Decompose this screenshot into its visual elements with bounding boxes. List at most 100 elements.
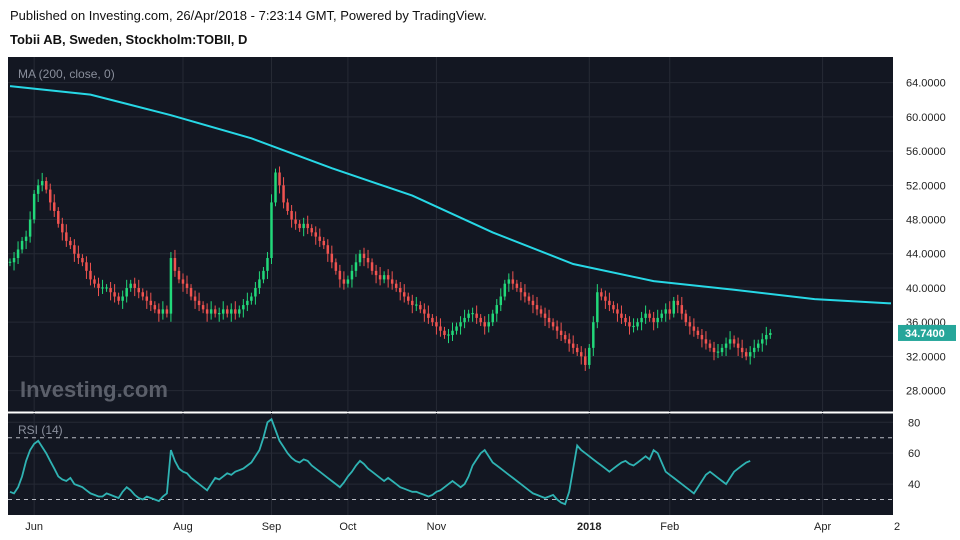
candle-body-32 bbox=[137, 287, 140, 293]
candle-body-40 bbox=[169, 258, 173, 314]
candle-body-59 bbox=[246, 300, 249, 306]
candle-body-109 bbox=[447, 334, 450, 336]
candle-body-137 bbox=[559, 330, 563, 336]
candle-body-152 bbox=[620, 313, 623, 318]
candle-body-60 bbox=[250, 296, 253, 301]
candle-body-9 bbox=[44, 181, 48, 190]
candle-body-38 bbox=[161, 309, 165, 314]
candle-body-58 bbox=[242, 305, 245, 310]
candle-body-95 bbox=[390, 279, 394, 284]
candle-body-126 bbox=[515, 283, 519, 288]
candle-body-71 bbox=[294, 219, 297, 224]
candle-body-141 bbox=[575, 347, 579, 353]
candle-body-46 bbox=[193, 296, 197, 301]
candle-body-4 bbox=[24, 236, 28, 241]
candle-body-22 bbox=[97, 283, 100, 288]
candle-body-121 bbox=[495, 305, 499, 314]
candle-body-3 bbox=[20, 240, 24, 250]
candle-body-177 bbox=[720, 347, 724, 353]
candle-body-67 bbox=[278, 172, 281, 186]
price-tick-label: 52.0000 bbox=[906, 180, 946, 192]
candle-body-102 bbox=[419, 305, 422, 310]
time-tick-label: 2 bbox=[894, 521, 900, 533]
candle-body-184 bbox=[748, 352, 752, 357]
candle-body-153 bbox=[624, 317, 627, 323]
price-tick-label: 28.0000 bbox=[906, 386, 946, 398]
candle-body-2 bbox=[16, 249, 20, 259]
candle-body-188 bbox=[765, 335, 768, 340]
candle-body-20 bbox=[89, 270, 92, 280]
candle-body-180 bbox=[732, 339, 736, 344]
candle-body-176 bbox=[716, 351, 720, 353]
candle-body-73 bbox=[302, 223, 305, 229]
candle-body-27 bbox=[117, 296, 120, 301]
candle-body-120 bbox=[491, 313, 494, 323]
candle-body-172 bbox=[700, 335, 704, 340]
candle-body-171 bbox=[696, 330, 700, 336]
candle-body-45 bbox=[189, 287, 193, 297]
time-tick-label: Feb bbox=[660, 521, 679, 533]
candle-body-87 bbox=[358, 253, 362, 263]
rsi-axis: 80 60 40 bbox=[908, 417, 920, 491]
candle-body-85 bbox=[350, 270, 354, 280]
candle-body-12 bbox=[57, 210, 60, 224]
candle-body-63 bbox=[262, 270, 265, 280]
candle-body-133 bbox=[543, 313, 547, 318]
candle-body-146 bbox=[596, 292, 599, 323]
candle-body-54 bbox=[225, 309, 229, 314]
candle-body-35 bbox=[149, 300, 153, 306]
candle-body-175 bbox=[712, 347, 716, 353]
last-price-tag: 34.7400 bbox=[898, 324, 956, 341]
candle-body-31 bbox=[133, 283, 136, 288]
candle-body-55 bbox=[230, 309, 233, 314]
candle-body-158 bbox=[644, 313, 647, 318]
candle-body-144 bbox=[588, 347, 591, 365]
candle-body-156 bbox=[636, 322, 639, 327]
candle-body-117 bbox=[479, 317, 482, 323]
candle-body-33 bbox=[141, 292, 145, 297]
candle-body-8 bbox=[40, 181, 44, 186]
candle-body-161 bbox=[656, 317, 659, 323]
candle-body-89 bbox=[366, 258, 370, 263]
candle-body-83 bbox=[342, 279, 346, 284]
candle-body-90 bbox=[370, 262, 374, 271]
candle-body-79 bbox=[326, 245, 330, 254]
candles bbox=[8, 166, 772, 371]
candle-body-108 bbox=[443, 330, 446, 336]
candle-body-148 bbox=[604, 296, 607, 301]
candle-body-150 bbox=[612, 305, 615, 310]
candle-body-96 bbox=[394, 283, 398, 288]
candle-body-127 bbox=[519, 287, 523, 293]
candle-body-99 bbox=[407, 296, 410, 301]
candle-body-47 bbox=[197, 300, 201, 306]
candle-body-112 bbox=[459, 322, 462, 327]
candle-body-124 bbox=[507, 279, 511, 284]
candle-body-66 bbox=[274, 172, 277, 203]
candle-body-131 bbox=[535, 305, 539, 310]
candle-body-101 bbox=[415, 304, 418, 306]
candle-body-74 bbox=[306, 223, 309, 229]
symbol-title: Tobii AB, Sweden, Stockholm:TOBII, D bbox=[10, 32, 248, 47]
candle-body-97 bbox=[398, 287, 402, 293]
candle-body-48 bbox=[201, 305, 205, 310]
candle-body-104 bbox=[427, 313, 430, 318]
candle-body-13 bbox=[61, 223, 64, 233]
candle-body-88 bbox=[362, 253, 366, 259]
candle-body-159 bbox=[648, 313, 651, 318]
candle-body-139 bbox=[567, 339, 571, 344]
candle-body-138 bbox=[563, 335, 567, 340]
candle-body-136 bbox=[555, 326, 559, 331]
candle-body-52 bbox=[217, 313, 221, 315]
candle-body-1 bbox=[12, 258, 16, 263]
candle-body-72 bbox=[298, 223, 301, 229]
candle-body-157 bbox=[640, 317, 643, 323]
candle-body-123 bbox=[503, 283, 507, 297]
candle-body-65 bbox=[270, 202, 273, 259]
candle-body-36 bbox=[153, 305, 157, 310]
candle-body-114 bbox=[467, 313, 470, 318]
candle-body-100 bbox=[411, 300, 414, 306]
candle-body-178 bbox=[724, 343, 728, 348]
rsi-tick-label: 40 bbox=[908, 479, 920, 491]
candle-body-162 bbox=[660, 313, 663, 318]
